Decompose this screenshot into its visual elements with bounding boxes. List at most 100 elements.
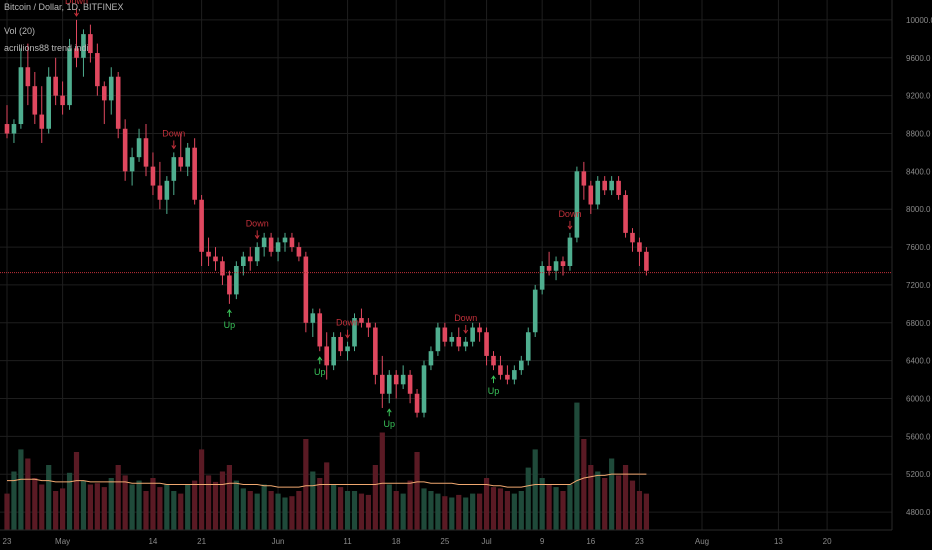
candle xyxy=(595,176,601,210)
volume-bar xyxy=(192,480,198,530)
candle-body xyxy=(477,327,482,333)
y-tick-label: 5600.0 xyxy=(906,432,931,441)
volume-bar xyxy=(233,480,239,530)
candle xyxy=(317,308,323,352)
volume-bar xyxy=(400,493,406,530)
y-tick-label: 5200.0 xyxy=(906,470,931,479)
candle xyxy=(359,308,364,328)
volume-bar xyxy=(567,484,573,530)
candle-body xyxy=(407,374,413,394)
x-tick-label: 23 xyxy=(635,537,644,546)
volume-bar xyxy=(636,491,643,530)
candle-body xyxy=(136,138,142,158)
candle-body xyxy=(88,34,93,54)
volume-bar xyxy=(581,439,587,530)
candle xyxy=(282,232,288,252)
candle xyxy=(46,67,51,134)
volume-bar xyxy=(463,497,469,530)
candle xyxy=(442,322,448,347)
candle-body xyxy=(157,185,163,200)
signal-down-arrowhead xyxy=(171,145,177,150)
candle xyxy=(143,124,149,177)
volume-bar xyxy=(553,487,559,530)
candle xyxy=(157,161,163,210)
candle-body xyxy=(442,327,448,342)
volume-bar xyxy=(344,491,351,530)
volume-bar xyxy=(365,494,371,530)
y-tick-label: 7200.0 xyxy=(906,281,931,290)
trend-indicator-label[interactable]: acrillions88 trend indi xyxy=(4,43,89,53)
candle xyxy=(4,105,10,139)
candle-body xyxy=(60,95,65,106)
candle xyxy=(296,242,302,262)
candle-body xyxy=(644,251,649,271)
volume-bar xyxy=(629,480,636,530)
candle xyxy=(102,81,107,125)
candle-body xyxy=(32,86,38,115)
candle xyxy=(53,57,58,106)
volume-indicator-label[interactable]: Vol (20) xyxy=(4,26,36,36)
candle-body xyxy=(637,242,642,252)
volume-bar xyxy=(261,484,267,530)
volume-bar xyxy=(532,449,538,530)
volume-bar xyxy=(275,493,281,530)
candle-body xyxy=(359,318,364,323)
candle-body xyxy=(275,242,281,252)
candle-body xyxy=(470,327,475,342)
candle xyxy=(338,332,343,356)
candle xyxy=(122,119,128,181)
candle xyxy=(206,237,211,266)
volume-bar xyxy=(358,493,365,530)
x-tick-label: 18 xyxy=(392,537,401,546)
volume-bar xyxy=(525,467,531,530)
candle-body xyxy=(560,261,566,266)
symbol-title[interactable]: Bitcoin / Dollar, 1D, BITFINEX xyxy=(4,2,124,12)
volume-bar xyxy=(60,488,66,530)
candle xyxy=(623,190,628,238)
candle xyxy=(18,48,24,129)
x-tick-label: 25 xyxy=(440,537,449,546)
candle-body xyxy=(241,256,246,266)
volume-bar xyxy=(483,478,490,530)
candle-body xyxy=(484,332,489,356)
signal-up-arrowhead xyxy=(386,408,392,413)
candle xyxy=(477,322,482,342)
candle xyxy=(25,43,31,106)
volume-bar xyxy=(470,493,476,530)
candle-body xyxy=(268,237,274,252)
candle-body xyxy=(81,34,86,58)
candle xyxy=(609,176,614,196)
candle-body xyxy=(366,322,371,328)
volume-bar xyxy=(32,478,38,530)
volume-bar xyxy=(560,491,566,530)
volume-bar xyxy=(546,484,552,530)
candle xyxy=(234,261,239,300)
x-tick-label: 23 xyxy=(3,537,12,546)
candle xyxy=(532,284,538,337)
volume-bar xyxy=(143,491,149,530)
candle-body xyxy=(498,365,503,375)
candle xyxy=(484,327,489,366)
candle xyxy=(428,346,434,371)
volume-bar xyxy=(435,493,441,530)
volume-bar xyxy=(372,465,378,530)
candle-body xyxy=(435,327,441,352)
candle-body xyxy=(53,76,58,96)
grid xyxy=(0,0,892,530)
volume-bar xyxy=(497,488,504,530)
volume-bar xyxy=(199,449,205,530)
volume-bar xyxy=(80,480,87,530)
volume-bar xyxy=(108,478,114,530)
volume-bar xyxy=(602,478,608,530)
candle-body xyxy=(588,185,594,205)
candle xyxy=(261,232,267,257)
candle xyxy=(644,247,649,276)
volume-bar xyxy=(4,493,10,530)
candle xyxy=(400,365,406,390)
candle-body xyxy=(220,261,225,276)
candle xyxy=(192,138,197,205)
candle xyxy=(373,322,378,385)
candle-body xyxy=(143,138,149,167)
